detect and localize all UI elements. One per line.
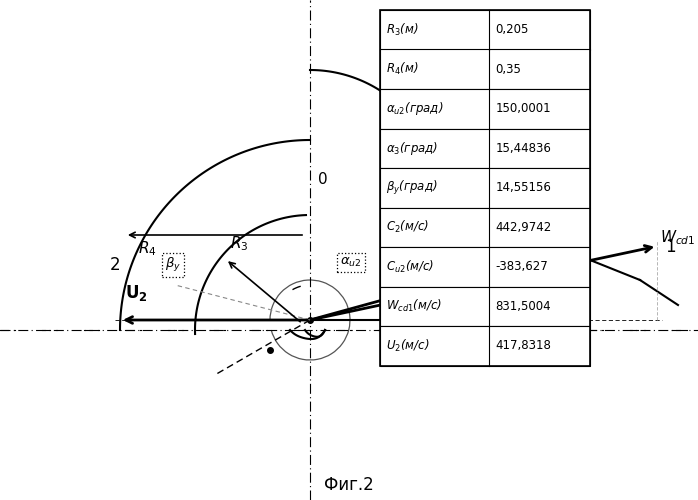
Text: $\mathbf{C_2}$: $\mathbf{C_2}$ <box>449 242 470 262</box>
Text: 150,0001: 150,0001 <box>496 102 551 116</box>
Text: Фиг.2: Фиг.2 <box>324 476 374 494</box>
Text: 14,55156: 14,55156 <box>496 181 551 194</box>
Text: -383,627: -383,627 <box>496 260 549 273</box>
Text: $R_4$(м): $R_4$(м) <box>386 61 419 78</box>
Text: 2: 2 <box>110 256 121 274</box>
Text: $W_{cd1}$: $W_{cd1}$ <box>660 228 696 247</box>
Text: $R_3$(м): $R_3$(м) <box>386 22 419 38</box>
Text: 0,35: 0,35 <box>496 62 521 76</box>
Text: 831,5004: 831,5004 <box>496 300 551 313</box>
Text: $\alpha_3$: $\alpha_3$ <box>430 259 446 272</box>
Text: $\alpha_3$: $\alpha_3$ <box>430 286 446 299</box>
Text: 417,8318: 417,8318 <box>496 339 551 352</box>
Text: 15,44836: 15,44836 <box>496 142 551 155</box>
Text: 1: 1 <box>665 238 676 256</box>
Text: 0,205: 0,205 <box>496 23 529 36</box>
Text: $R_4$: $R_4$ <box>138 239 157 258</box>
Text: $\beta_y$: $\beta_y$ <box>165 256 181 274</box>
Text: $U_2$(м/с): $U_2$(м/с) <box>386 338 429 354</box>
Text: $\alpha_{u2}$(град): $\alpha_{u2}$(град) <box>386 100 443 117</box>
Text: $\alpha_{u2}$: $\alpha_{u2}$ <box>340 256 362 269</box>
Text: $W_{cd1}$(м/с): $W_{cd1}$(м/с) <box>386 298 443 314</box>
Text: $C_{u2}$: $C_{u2}$ <box>413 290 438 308</box>
Text: $R_3$: $R_3$ <box>230 234 248 253</box>
Text: 442,9742: 442,9742 <box>496 221 552 234</box>
Text: $\beta_y$(град): $\beta_y$(град) <box>386 179 438 196</box>
Text: $\alpha_3$(град): $\alpha_3$(град) <box>386 140 438 157</box>
Text: $C_2$(м/с): $C_2$(м/с) <box>386 219 429 236</box>
Text: 0: 0 <box>318 172 327 188</box>
Text: $\mathbf{U_2}$: $\mathbf{U_2}$ <box>125 283 148 303</box>
Text: $C_{u2}$(м/с): $C_{u2}$(м/с) <box>386 258 434 275</box>
